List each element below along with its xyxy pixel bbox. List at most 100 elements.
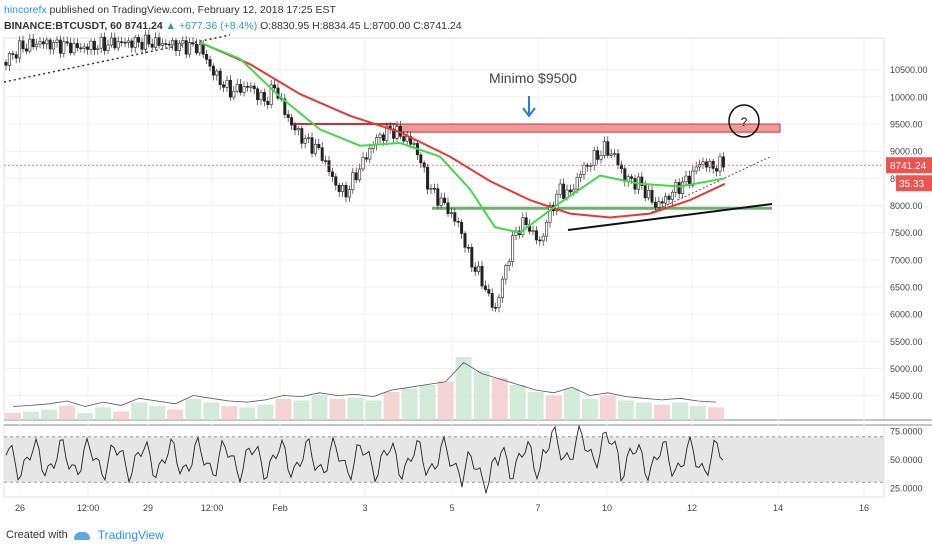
volume-bar — [77, 413, 94, 420]
candle-body — [109, 37, 113, 46]
volume-bar — [203, 402, 220, 420]
candle-body — [364, 157, 368, 160]
last-price-tag — [886, 157, 932, 174]
time-tick-label: 3 — [362, 503, 367, 513]
candle-body — [599, 154, 603, 160]
candle-body — [296, 128, 300, 131]
candle-body — [320, 147, 324, 161]
candle-body — [473, 266, 477, 272]
candle-body — [711, 160, 715, 169]
volume-bar — [167, 409, 184, 420]
candle-body — [99, 36, 103, 49]
candle-body — [358, 168, 362, 181]
candle-body — [511, 235, 515, 262]
volume-bar — [5, 413, 22, 420]
volume-bar — [437, 381, 454, 420]
volume-bar — [329, 399, 346, 420]
candle-body — [181, 40, 185, 44]
chart-header: hincorefx published on TradingView.com, … — [4, 2, 462, 34]
candle-body — [300, 128, 304, 144]
candle-body — [82, 46, 86, 49]
candle-body — [317, 143, 321, 148]
candle-body — [310, 137, 314, 154]
candle-body — [650, 189, 654, 203]
candle-body — [681, 181, 685, 194]
candle-body — [52, 42, 56, 50]
candle-body — [103, 36, 107, 51]
candle-body — [548, 204, 552, 223]
candle-body — [106, 44, 110, 51]
time-tick-label: 26 — [15, 503, 25, 513]
candle-body — [344, 185, 348, 198]
candle-body — [541, 235, 545, 242]
candle-body — [477, 265, 481, 272]
candle-body — [446, 202, 450, 214]
candle-body — [116, 41, 120, 49]
candle-body — [494, 307, 498, 309]
candle-body — [201, 44, 205, 55]
candle-body — [613, 153, 617, 155]
created-with-text: Created with — [6, 529, 68, 541]
price-tick-label: 10000.00 — [890, 92, 928, 102]
candle-body — [137, 37, 141, 43]
price-tick-label: 6500.00 — [890, 283, 923, 293]
candle-body — [443, 197, 447, 204]
rsi-tick-label: 50.0000 — [890, 455, 923, 465]
candle-body — [262, 92, 266, 102]
candle-body — [21, 40, 25, 50]
candle-body — [69, 42, 73, 54]
volume-bar — [275, 399, 292, 420]
candle-body — [92, 40, 96, 50]
candle-body — [419, 154, 423, 164]
candle-body — [500, 278, 504, 299]
candle-body — [35, 43, 39, 48]
time-tick-label: 14 — [773, 503, 783, 513]
candle-body — [562, 183, 566, 199]
candle-body — [660, 201, 664, 204]
candle-body — [480, 265, 484, 287]
candle-body — [531, 230, 535, 232]
volume-bar — [347, 397, 364, 420]
candle-body — [640, 176, 644, 186]
candle-body — [283, 98, 287, 115]
candle-body — [347, 189, 351, 198]
candle-body — [701, 161, 705, 165]
candle-body — [55, 39, 59, 43]
candle-body — [286, 114, 290, 118]
volume-ma-line — [12, 361, 717, 407]
candle-body — [4, 61, 8, 66]
candle-body — [596, 150, 600, 160]
candle-body — [184, 40, 188, 55]
candle-body — [140, 41, 144, 50]
candle-body — [691, 170, 695, 186]
dotted-trendline — [3, 34, 231, 83]
price-tick-label: 5500.00 — [890, 337, 923, 347]
candle-body — [453, 212, 457, 222]
candle-body — [123, 41, 127, 44]
candle-body — [167, 43, 171, 46]
candle-body — [86, 46, 90, 50]
author-link[interactable]: hincorefx — [4, 4, 47, 16]
volume-bar — [185, 399, 202, 420]
rsi-tick-label: 75.0000 — [890, 427, 923, 437]
price-tick-label: 7500.00 — [890, 228, 923, 238]
volume-bar — [671, 402, 688, 420]
candle-body — [456, 221, 460, 223]
candle-body — [194, 43, 198, 54]
candle-body — [381, 134, 385, 141]
candle-body — [188, 42, 192, 55]
volume-bar — [545, 395, 562, 420]
candle-body — [58, 39, 62, 54]
candle-body — [647, 189, 651, 199]
tradingview-brand-link[interactable]: TradingView — [97, 528, 164, 542]
candle-body — [534, 230, 538, 241]
candle-body — [337, 184, 341, 192]
price-tick-label: 6000.00 — [890, 310, 923, 320]
candle-body — [28, 38, 32, 52]
price-tick-label: 4500.00 — [890, 391, 923, 401]
volume-bar — [599, 395, 616, 420]
candle-body — [606, 141, 610, 156]
time-tick-label: 12:00 — [77, 503, 100, 513]
rsi-value-tag-label: 35.33 — [899, 179, 924, 190]
